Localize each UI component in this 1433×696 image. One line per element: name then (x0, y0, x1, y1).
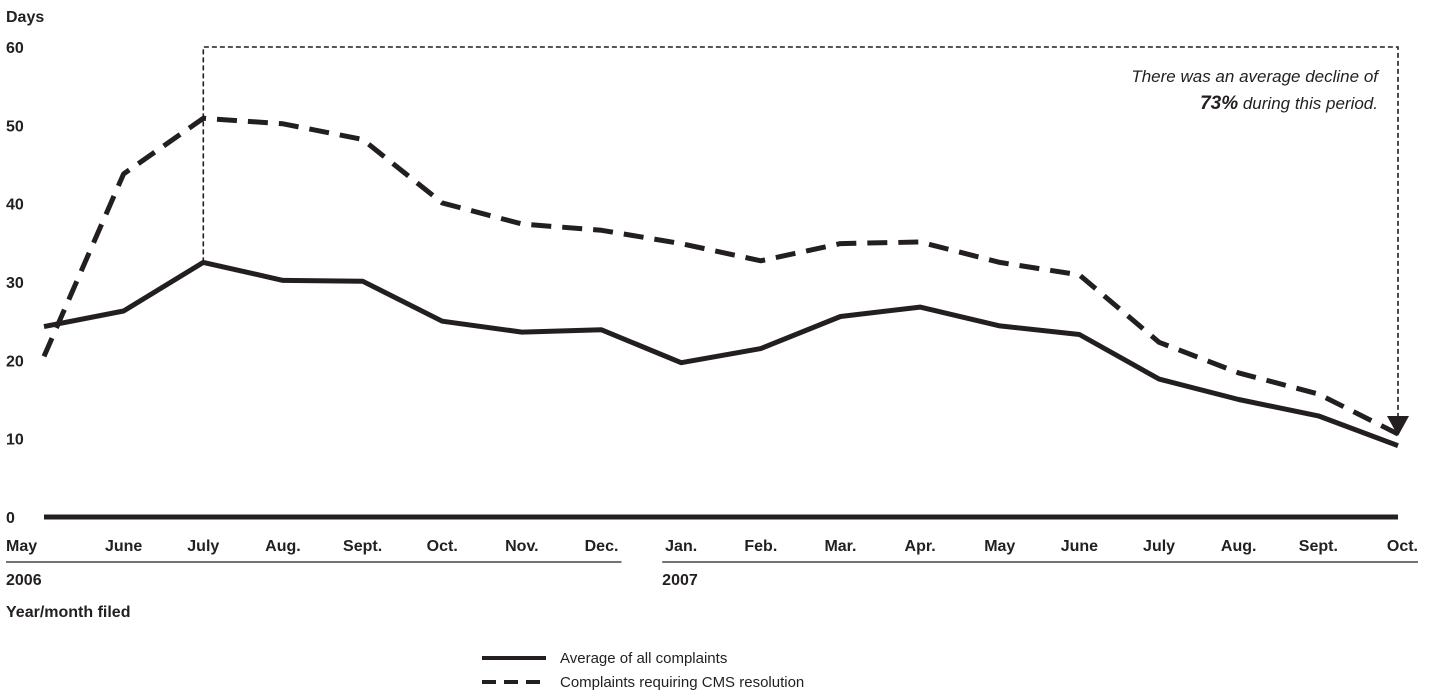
x-tick-label: Oct. (427, 538, 458, 555)
series-line-average (43, 259, 1399, 449)
year-groups: 2006 2007 (6, 561, 1418, 589)
x-tick-label: Dec. (585, 538, 619, 555)
legend-item-average: Average of all complaints (482, 646, 804, 670)
y-tick-label: 30 (6, 275, 24, 292)
x-tick-label: Oct. (1387, 538, 1418, 555)
x-tick-label: July (187, 538, 219, 555)
y-tick-label: 10 (6, 432, 24, 449)
x-tick-label: June (1061, 538, 1098, 555)
year-label: 2006 (6, 572, 42, 589)
y-tick-label: 40 (6, 197, 24, 214)
series-lines (41, 115, 1400, 449)
y-tick-label: 0 (6, 510, 15, 527)
y-tick-label: 20 (6, 353, 24, 370)
x-tick-label: July (1143, 538, 1175, 555)
x-tick-label: Mar. (824, 538, 856, 555)
year-label: 2007 (662, 572, 698, 589)
annotation-text-1: There was an average decline of (1131, 67, 1380, 86)
x-tick-label: June (105, 538, 142, 555)
y-tick-label: 50 (6, 118, 24, 135)
legend-item-cms: Complaints requiring CMS resolution (482, 670, 804, 694)
legend-solid-swatch (482, 656, 546, 660)
x-tick-label: Jan. (665, 538, 697, 555)
x-tick-label: May (984, 538, 1015, 555)
x-tick-label: Aug. (1221, 538, 1257, 555)
y-tick-label: 60 (6, 40, 24, 57)
x-tick-label: Aug. (265, 538, 301, 555)
annotation-percent: 73% (1200, 93, 1238, 114)
y-axis-label: Days (6, 9, 44, 26)
annotation-text-2: during this period. (1238, 94, 1378, 113)
annotation-bracket (202, 46, 1409, 436)
x-axis-label: Year/month filed (6, 604, 130, 621)
x-tick-label: Sept. (1299, 538, 1338, 555)
x-axis-ticks: May June July Aug. Sept. Oct. Nov. Dec. Jan. Feb.… (6, 538, 1418, 555)
legend-label-cms: Complaints requiring CMS resolution (560, 673, 805, 691)
y-axis-ticks: 0 10 20 30 40 50 60 (6, 40, 24, 527)
x-tick-label: Feb. (744, 538, 777, 555)
x-tick-label: Nov. (505, 538, 538, 555)
legend-dashed-swatch (482, 680, 546, 684)
annotation-line-1: There was an average decline of (1131, 67, 1380, 86)
bracket-arrowhead (1387, 415, 1409, 436)
annotation-line-2: 73% during this period. (1200, 93, 1378, 114)
legend: Average of all complaints Complaints req… (482, 646, 804, 694)
x-tick-label: Sept. (343, 538, 382, 555)
bracket-line (202, 46, 1399, 418)
legend-label-average: Average of all complaints (560, 649, 728, 667)
series-line-cms (41, 115, 1400, 437)
x-tick-label: May (6, 538, 37, 555)
x-tick-label: Apr. (905, 538, 936, 555)
